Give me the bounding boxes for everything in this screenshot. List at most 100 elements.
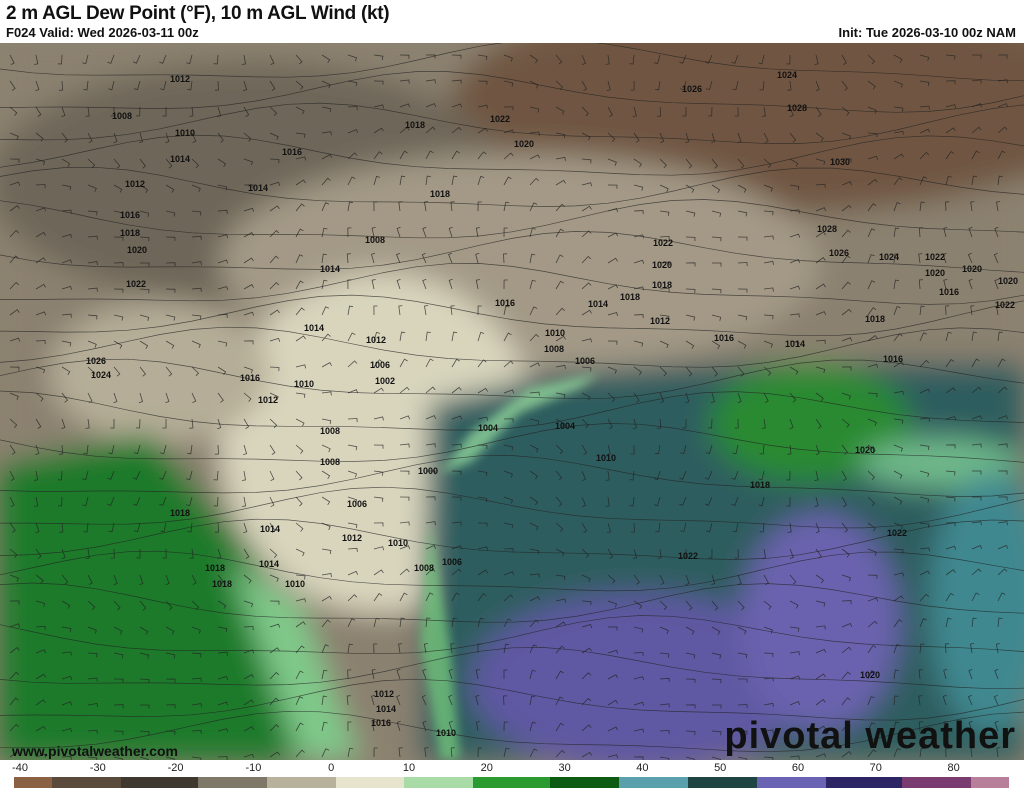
isobar-label: 1012 <box>365 335 387 345</box>
wind-barb <box>241 54 246 65</box>
isobar-label: 1020 <box>126 245 148 255</box>
wind-barb <box>607 726 618 732</box>
wind-barb <box>734 418 739 429</box>
wind-barb <box>475 721 480 732</box>
wind-barb <box>139 652 150 659</box>
wind-barb <box>968 720 973 732</box>
watermark-url[interactable]: www.pivotalweather.com <box>12 743 178 759</box>
wind-barb <box>108 80 115 91</box>
wind-barb <box>295 179 306 186</box>
wind-barb <box>659 677 670 682</box>
wind-barb <box>34 496 39 507</box>
wind-barb <box>295 307 305 316</box>
wind-barb <box>942 252 947 264</box>
wind-barb <box>191 366 200 377</box>
wind-barb <box>867 620 878 628</box>
wind-barb <box>34 54 39 65</box>
wind-barb <box>35 753 46 758</box>
isobar-label: 1022 <box>677 551 699 561</box>
dewpoint-map[interactable]: 1012 1008 1010 1014 1016 1012 1016 1018 1020 1022… <box>0 43 1024 760</box>
wind-barb <box>997 54 1008 59</box>
wind-barb <box>841 204 852 212</box>
wind-barb <box>679 54 687 64</box>
wind-barb <box>919 643 925 654</box>
isobar-line <box>0 231 1024 273</box>
wind-barb <box>321 54 331 64</box>
isobar-label: 1014 <box>303 323 325 333</box>
wind-barb <box>704 54 713 64</box>
wind-barb <box>451 496 462 501</box>
wind-barb <box>685 756 696 760</box>
colorbar-tick: -40 <box>12 762 28 774</box>
wind-barb <box>321 695 327 706</box>
isobar-label: 1020 <box>859 670 881 680</box>
wind-barb <box>732 444 739 455</box>
wind-barb <box>269 230 280 238</box>
wind-barb <box>191 314 202 320</box>
wind-barb <box>555 444 564 455</box>
wind-barb <box>87 314 98 320</box>
wind-barb <box>633 158 642 168</box>
colorbar-swatch <box>603 777 612 788</box>
wind-barb <box>425 617 431 628</box>
isobar-line <box>0 550 1024 592</box>
wind-barb <box>165 730 176 736</box>
wind-barb <box>607 574 616 584</box>
wind-barb <box>815 283 826 290</box>
wind-barb <box>139 288 150 294</box>
wind-barb <box>996 201 1001 212</box>
wind-barb <box>581 600 592 606</box>
colorbar-tick: 20 <box>480 762 493 774</box>
wind-barb <box>113 600 121 611</box>
wind-barb <box>918 279 923 290</box>
wind-barb <box>737 262 748 267</box>
wind-barb <box>633 756 644 760</box>
wind-barb <box>451 568 462 576</box>
isobar-label: 1024 <box>776 70 798 80</box>
wind-barb <box>82 470 89 481</box>
isobar-line <box>0 582 1024 623</box>
wind-barb <box>968 669 973 680</box>
wind-barb <box>919 80 930 86</box>
wind-barb <box>243 366 254 374</box>
wind-barb <box>997 126 1008 134</box>
wind-barb <box>87 340 97 348</box>
wind-barb <box>191 287 202 292</box>
wind-barb <box>893 748 901 758</box>
wind-barb <box>165 756 176 760</box>
wind-barb <box>243 340 254 345</box>
isobar-label: 1018 <box>204 563 226 573</box>
wind-barb <box>815 158 826 165</box>
colorbar-swatch <box>481 777 489 788</box>
wind-barb <box>269 106 278 116</box>
wind-barb <box>997 358 1006 368</box>
isobar-line <box>0 326 1024 368</box>
colorbar-swatch <box>121 777 129 788</box>
wind-barb <box>132 470 141 480</box>
wind-barb <box>425 103 437 108</box>
wind-barb <box>659 600 668 610</box>
wind-barb <box>919 176 928 186</box>
wind-barb <box>893 361 904 368</box>
isobar-label: 1022 <box>489 114 511 124</box>
wind-barb <box>763 210 774 216</box>
wind-barb <box>685 314 696 321</box>
wind-barb <box>581 522 588 533</box>
wind-barb <box>893 279 900 290</box>
wind-barb <box>685 600 693 611</box>
wind-barb <box>217 234 229 239</box>
wind-barb <box>841 337 853 342</box>
colorbar-swatch <box>113 777 122 788</box>
wind-barb <box>57 470 63 481</box>
wind-barb <box>605 54 610 65</box>
wind-barb <box>503 496 514 504</box>
wind-barb <box>763 287 774 292</box>
wind-barb <box>815 257 826 264</box>
isobar-label: 1008 <box>413 563 435 573</box>
colorbar-swatch <box>580 777 589 788</box>
wind-barb <box>815 600 826 607</box>
isobar-line <box>0 358 1024 400</box>
wind-barb <box>87 703 98 708</box>
wind-barb <box>607 392 616 403</box>
wind-barb <box>945 80 956 85</box>
